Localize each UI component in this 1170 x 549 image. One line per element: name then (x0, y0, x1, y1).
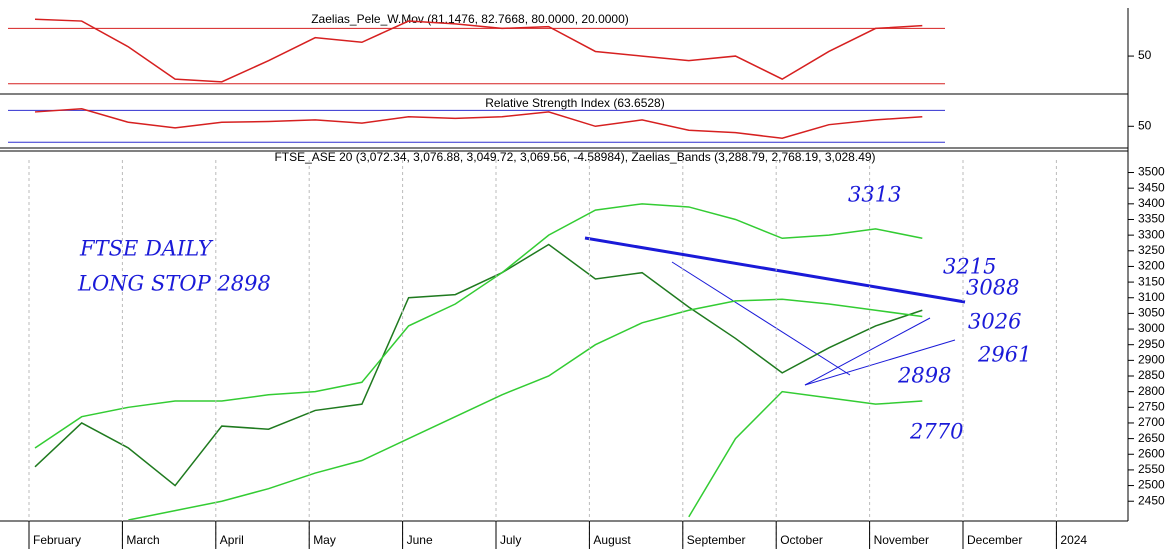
y-tick-label: 3350 (1138, 212, 1165, 226)
series-line (34, 18, 923, 83)
x-tick-label: March (126, 533, 159, 547)
series-line (34, 243, 923, 487)
annotation: FTSE DAILY (79, 237, 214, 261)
y-tick-label: 2650 (1138, 431, 1165, 445)
x-tick-label: December (967, 533, 1022, 547)
annotation: 2770 (909, 420, 963, 444)
panel-title: Relative Strength Index (63.6528) (485, 96, 664, 110)
x-tick-label: May (313, 533, 336, 547)
y-tick-label: 3150 (1138, 274, 1165, 288)
y-tick-label: 50 (1138, 118, 1152, 132)
y-tick-label: 3400 (1138, 196, 1165, 210)
x-tick-label: February (33, 533, 81, 547)
annotation: 3215 (943, 255, 996, 279)
y-tick-label: 2950 (1138, 337, 1165, 351)
y-tick-label: 2850 (1138, 368, 1165, 382)
series-line (128, 298, 923, 520)
annotation: 2961 (977, 343, 1031, 367)
x-tick-label: November (874, 533, 929, 547)
plot-area (34, 203, 923, 520)
y-tick-label: 2700 (1138, 415, 1165, 429)
x-tick-label: October (780, 533, 823, 547)
trend-line (804, 339, 956, 386)
x-tick-label: September (687, 533, 746, 547)
series-line (688, 390, 923, 518)
panel-title: FTSE_ASE 20 (3,072.34, 3,076.88, 3,049.7… (274, 150, 875, 164)
y-tick-label: 3450 (1138, 180, 1165, 194)
x-tick-label: July (500, 533, 521, 547)
y-tick-label: 2500 (1138, 478, 1165, 492)
y-tick-label: 50 (1138, 48, 1152, 62)
annotation: LONG STOP 2898 (77, 272, 271, 296)
y-tick-label: 2800 (1138, 384, 1165, 398)
y-tick-label: 2550 (1138, 462, 1165, 476)
trend-line (804, 317, 931, 386)
y-tick-label: 2450 (1138, 493, 1165, 507)
y-tick-label: 3200 (1138, 259, 1165, 273)
annotation: 2898 (897, 364, 951, 388)
y-tick-label: 3250 (1138, 243, 1165, 257)
x-tick-label: April (220, 533, 244, 547)
panel-title: Zaelias_Pele_W.Mov (81.1476, 82.7668, 80… (311, 12, 629, 26)
y-tick-label: 2750 (1138, 399, 1165, 413)
series-line (34, 107, 923, 139)
trend-line (671, 261, 851, 376)
trend-line (584, 236, 966, 304)
annotation: 3313 (848, 183, 901, 207)
y-tick-label: 3300 (1138, 227, 1165, 241)
y-tick-label: 3100 (1138, 290, 1165, 304)
series-line (34, 203, 923, 449)
y-tick-label: 3000 (1138, 321, 1165, 335)
annotation: 3026 (968, 310, 1021, 334)
x-tick-label: 2024 (1060, 533, 1087, 547)
x-tick-label: August (593, 533, 631, 547)
y-tick-label: 3050 (1138, 306, 1165, 320)
y-tick-label: 2600 (1138, 446, 1165, 460)
x-tick-label: June (407, 533, 433, 547)
y-tick-label: 3500 (1138, 165, 1165, 179)
y-tick-label: 2900 (1138, 353, 1165, 367)
annotation: 3088 (966, 276, 1019, 300)
